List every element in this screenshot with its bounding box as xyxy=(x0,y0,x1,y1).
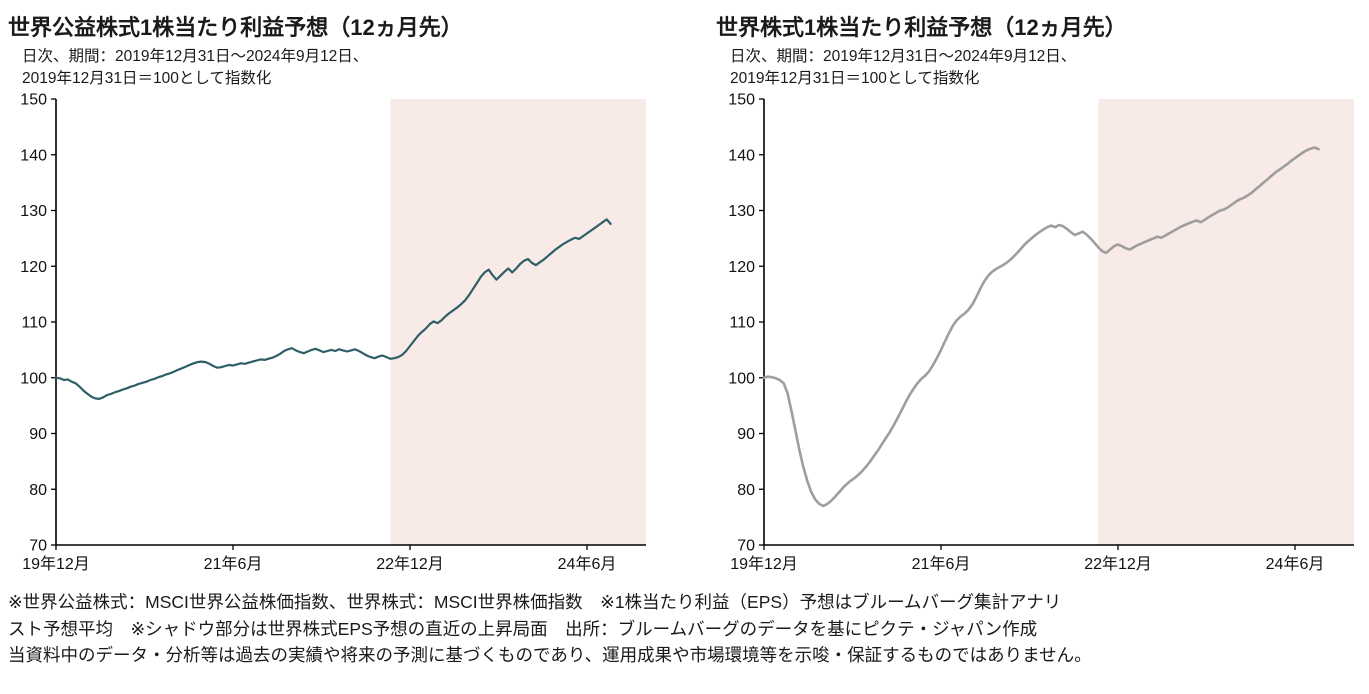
subtitle-index-line: 2019年12月31日＝100として指数化 xyxy=(22,70,272,88)
svg-text:80: 80 xyxy=(29,482,47,499)
svg-text:24年6月: 24年6月 xyxy=(1266,555,1325,573)
chart-panel-world-equities: 世界株式1株当たり利益予想（12ヵ月先） 日次、期間：2019年12月31日～2… xyxy=(716,8,1366,583)
svg-text:140: 140 xyxy=(728,147,755,164)
svg-text:100: 100 xyxy=(20,370,47,387)
svg-text:110: 110 xyxy=(729,314,755,331)
svg-text:140: 140 xyxy=(20,147,47,164)
line-chart-world-equities: 70 80 90 100 110 120 130 140 150 19年12月 21年6月 22年12… xyxy=(728,93,1354,573)
footnote-line: ※世界公益株式：MSCI世界公益株価指数、世界株式：MSCI世界株価指数 ※1株… xyxy=(8,591,1062,612)
svg-text:22年12月: 22年12月 xyxy=(376,555,444,573)
chart-title-world-equities: 世界株式1株当たり利益予想（12ヵ月先） xyxy=(716,15,1127,40)
svg-text:120: 120 xyxy=(728,259,755,276)
svg-text:70: 70 xyxy=(29,537,47,554)
svg-text:130: 130 xyxy=(20,203,47,220)
footnote-line: 当資料中のデータ・分析等は過去の実績や将来の予測に基づくものであり、運用成果や市… xyxy=(8,645,1092,666)
svg-text:90: 90 xyxy=(737,426,755,443)
svg-text:120: 120 xyxy=(20,259,47,276)
svg-text:130: 130 xyxy=(728,203,755,220)
subtitle-period-line: 日次、期間：2019年12月31日～2024年9月12日、 xyxy=(22,48,369,65)
chart-subtitle-world-utilities: 日次、期間：2019年12月31日～2024年9月12日、 2019年12月31… xyxy=(22,46,658,91)
footnote-line: スト予想平均 ※シャドウ部分は世界株式EPS予想の直近の上昇局面 出所：ブルーム… xyxy=(8,618,1038,639)
svg-text:150: 150 xyxy=(728,93,755,109)
svg-text:24年6月: 24年6月 xyxy=(558,555,617,573)
footnotes: ※世界公益株式：MSCI世界公益株価指数、世界株式：MSCI世界株価指数 ※1株… xyxy=(8,589,1369,669)
svg-text:19年12月: 19年12月 xyxy=(22,555,90,573)
svg-text:100: 100 xyxy=(728,370,755,387)
svg-text:80: 80 xyxy=(737,482,755,499)
svg-text:110: 110 xyxy=(21,314,47,331)
chart-title-world-utilities: 世界公益株式1株当たり利益予想（12ヵ月先） xyxy=(8,15,463,40)
subtitle-period-line: 日次、期間：2019年12月31日～2024年9月12日、 xyxy=(730,48,1077,65)
chart-panel-world-utilities: 世界公益株式1株当たり利益予想（12ヵ月先） 日次、期間：2019年12月31日… xyxy=(8,8,658,583)
svg-text:70: 70 xyxy=(737,537,755,554)
line-chart-world-utilities: 70 80 90 100 110 120 130 140 150 19年12月 21年6月 22年12… xyxy=(20,93,646,573)
charts-row: 世界公益株式1株当たり利益予想（12ヵ月先） 日次、期間：2019年12月31日… xyxy=(8,8,1369,583)
svg-text:22年12月: 22年12月 xyxy=(1084,555,1152,573)
svg-text:90: 90 xyxy=(29,426,47,443)
svg-text:21年6月: 21年6月 xyxy=(912,555,971,573)
chart-subtitle-world-equities: 日次、期間：2019年12月31日～2024年9月12日、 2019年12月31… xyxy=(730,46,1366,91)
svg-text:150: 150 xyxy=(20,93,47,109)
svg-text:19年12月: 19年12月 xyxy=(730,555,798,573)
svg-text:21年6月: 21年6月 xyxy=(204,555,263,573)
subtitle-index-line: 2019年12月31日＝100として指数化 xyxy=(730,70,980,88)
